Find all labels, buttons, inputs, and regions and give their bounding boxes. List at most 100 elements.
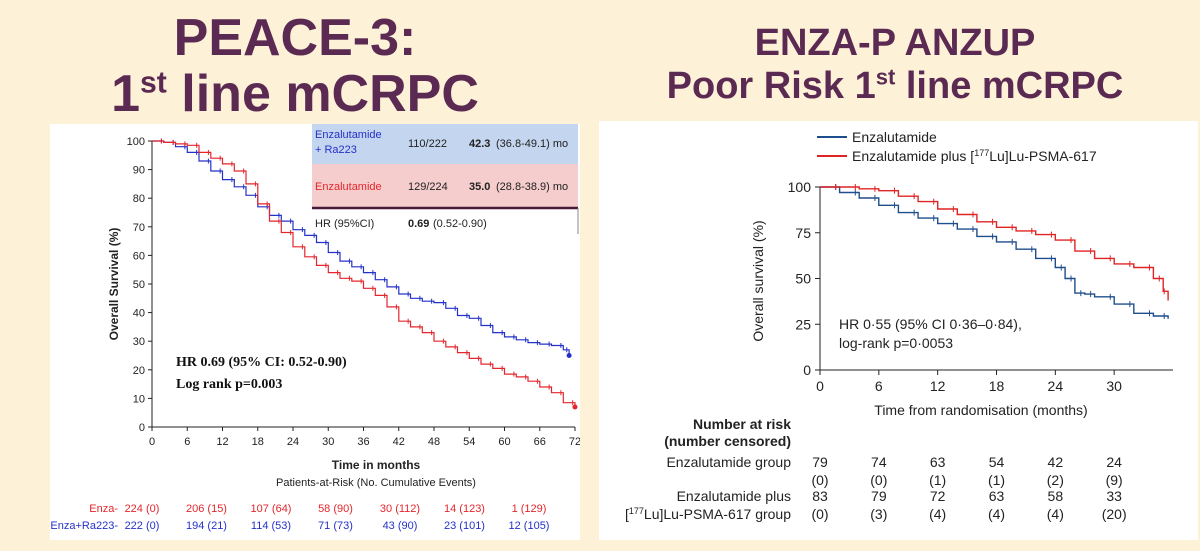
peace3-y-tick-label: 50	[133, 279, 145, 291]
peace3-x-ticks: 0 6 12 18 24 30 36 42 48 54 60 66 72	[149, 427, 581, 448]
enzap-panel: 0 25 50 75 100 0 6 12 18 24 30 Overall survival (…	[599, 121, 1198, 540]
enzap-y-tick-label: 50	[795, 271, 811, 287]
enzap-legend: Enzalutamide Enzalutamide plus [177Lu]Lu…	[817, 129, 1097, 164]
enzap-risk-row2-label2: [177Lu]Lu-PSMA-617 group	[625, 506, 791, 522]
left-title-line1: PEACE-3:	[173, 9, 417, 67]
peace3-risk-cell: 1 (129)	[512, 503, 547, 515]
peace3-x-tick-label: 54	[463, 436, 475, 448]
enzap-series-line-1	[820, 186, 1169, 301]
left-title: PEACE-3: 1st line mCRPC	[40, 10, 550, 122]
peace3-x-tick-label: 48	[428, 436, 440, 448]
enzap-y-tick-label: 25	[795, 316, 811, 332]
enzap-risk-censored: (4)	[929, 506, 946, 522]
peace3-y-tick-label: 30	[133, 336, 145, 348]
peace3-legend-blue-ratio: 110/222	[408, 138, 447, 150]
enzap-ylabel: Overall survival (%)	[750, 220, 766, 341]
right-title-line2-sup: st	[875, 63, 896, 89]
peace3-risk-cell: 43 (90)	[383, 520, 418, 532]
peace3-legend-table: Enzalutamide + Ra223 110/222 42.3 (36.8-…	[312, 124, 579, 234]
enzap-xlabel: Time from randomisation (months)	[874, 402, 1087, 418]
enzap-series	[820, 184, 1169, 320]
enzap-risk-row2-post: Lu]Lu-PSMA-617 group	[644, 506, 791, 522]
enzap-annotation-hr: HR 0·55 (95% CI 0·36–0·84),	[839, 316, 1022, 332]
peace3-hr-value: 0.69	[408, 218, 429, 230]
enzap-annotation-logrank: log-rank p=0·0053	[839, 335, 953, 351]
peace3-x-tick-label: 24	[287, 436, 299, 448]
peace3-y-tick-label: 40	[133, 308, 145, 320]
enzap-risk-count: 83	[812, 488, 828, 504]
enzap-risk-censored: (3)	[870, 506, 887, 522]
enzap-risk-title1: Number at risk	[693, 416, 791, 432]
peace3-legend-blue-ci: (36.8-49.1) mo	[496, 138, 568, 150]
enzap-legend-label-blue: Enzalutamide	[852, 129, 937, 145]
peace3-risk-row-label: Enza+Ra223-	[50, 520, 118, 532]
right-title-line1: ENZA-P ANZUP	[754, 22, 1036, 64]
peace3-x-tick-label: 18	[252, 436, 264, 448]
enzap-legend-red-pre: Enzalutamide plus [	[852, 148, 974, 164]
enzap-x-tick-label: 30	[1106, 378, 1122, 394]
peace3-risk-cell: 114 (53)	[251, 520, 291, 532]
enzap-risk-row2-label1: Enzalutamide plus	[677, 488, 791, 504]
enzap-risk-title2: (number censored)	[664, 433, 791, 449]
enzap-risk-count: 74	[871, 454, 887, 470]
enzap-risk-count: 58	[1048, 488, 1064, 504]
peace3-series-end-point-1	[572, 404, 578, 410]
right-title: ENZA-P ANZUP Poor Risk 1st line mCRPC	[600, 22, 1190, 107]
peace3-risk-cell: 206 (15)	[186, 503, 227, 515]
enzap-risk-values: 79 74 63 54 42 24 (0) (0) (1) (1) (2) (9) 83 79 72 63 58…	[811, 454, 1126, 522]
enzap-risk-row2-sup: 177	[629, 506, 644, 516]
enzap-risk-censored: (0)	[811, 472, 828, 488]
peace3-hr-ci: (0.52-0.90)	[433, 218, 487, 230]
peace3-x-tick-label: 42	[393, 436, 405, 448]
left-title-line2-post: line mCRPC	[166, 65, 479, 124]
peace3-y-tick-label: 80	[133, 193, 145, 205]
peace3-risk-table: Enza- 224 (0) 206 (15) 107 (64) 58 (90) 30 (1…	[50, 503, 549, 532]
peace3-risk-cell: 71 (73)	[318, 520, 353, 532]
peace3-legend-red-ci: (28.8-38.9) mo	[496, 181, 568, 193]
enzap-series-line-0	[820, 186, 1169, 319]
peace3-legend-blue-name2: + Ra223	[315, 144, 357, 156]
peace3-y-tick-label: 90	[133, 165, 145, 177]
left-title-line2-sup: st	[140, 66, 167, 100]
enzap-x-tick-label: 24	[1048, 378, 1064, 394]
peace3-risk-cell: 12 (105)	[509, 520, 550, 532]
enzap-y-tick-label: 75	[795, 225, 811, 241]
peace3-x-tick-label: 60	[498, 436, 510, 448]
enzap-risk-censored: (0)	[870, 472, 887, 488]
enzap-y-tick-label: 0	[803, 362, 811, 378]
enzap-x-ticks: 0 6 12 18 24 30	[816, 370, 1122, 394]
peace3-risk-cell: 23 (101)	[444, 520, 485, 532]
peace3-series-line-1	[152, 140, 576, 407]
left-title-line2: 1st line mCRPC	[40, 66, 550, 122]
enzap-legend-red-post: Lu]Lu-PSMA-617	[989, 148, 1097, 164]
enzap-risk-count: 54	[989, 454, 1005, 470]
peace3-annotation-logrank: Log rank p=0.003	[176, 377, 282, 392]
peace3-y-tick-label: 70	[133, 222, 145, 234]
peace3-chart: 0 10 20 30 40 50 60 70 80 90 100 0 6 12 18 24 30 36 42 48 5…	[50, 124, 581, 532]
enzap-x-tick-label: 12	[930, 378, 946, 394]
peace3-legend-red-median: 35.0	[469, 181, 490, 193]
enzap-y-ticks: 0 25 50 75 100	[788, 179, 820, 378]
peace3-xlabel: Time in months	[332, 458, 421, 472]
enzap-chart: 0 25 50 75 100 0 6 12 18 24 30 Overall survival (…	[625, 129, 1173, 522]
enzap-risk-row1-label: Enzalutamide group	[666, 454, 791, 470]
peace3-legend-red-ratio: 129/224	[408, 181, 448, 193]
enzap-x-tick-label: 18	[989, 378, 1005, 394]
peace3-legend-blue-median: 42.3	[469, 138, 490, 150]
peace3-legend-red-name: Enzalutamide	[315, 181, 382, 193]
enzap-risk-count: 63	[989, 488, 1005, 504]
enzap-risk-count: 79	[871, 488, 887, 504]
enzap-risk-count: 79	[812, 454, 828, 470]
right-title-line2: Poor Risk 1st line mCRPC	[600, 65, 1190, 108]
peace3-legend-row-red	[312, 164, 578, 208]
enzap-x-tick-label: 0	[816, 378, 824, 394]
peace3-x-tick-label: 6	[184, 436, 190, 448]
peace3-risk-row-label: Enza-	[89, 503, 118, 515]
peace3-x-tick-label: 0	[149, 436, 155, 448]
enzap-risk-censored: (1)	[988, 472, 1005, 488]
peace3-ylabel: Overall Survival (%)	[107, 228, 121, 341]
peace3-series-end-point-0	[566, 353, 572, 358]
peace3-risk-cell: 58 (90)	[318, 503, 353, 515]
enzap-risk-censored: (1)	[929, 472, 946, 488]
peace3-x-tick-label: 36	[357, 436, 369, 448]
